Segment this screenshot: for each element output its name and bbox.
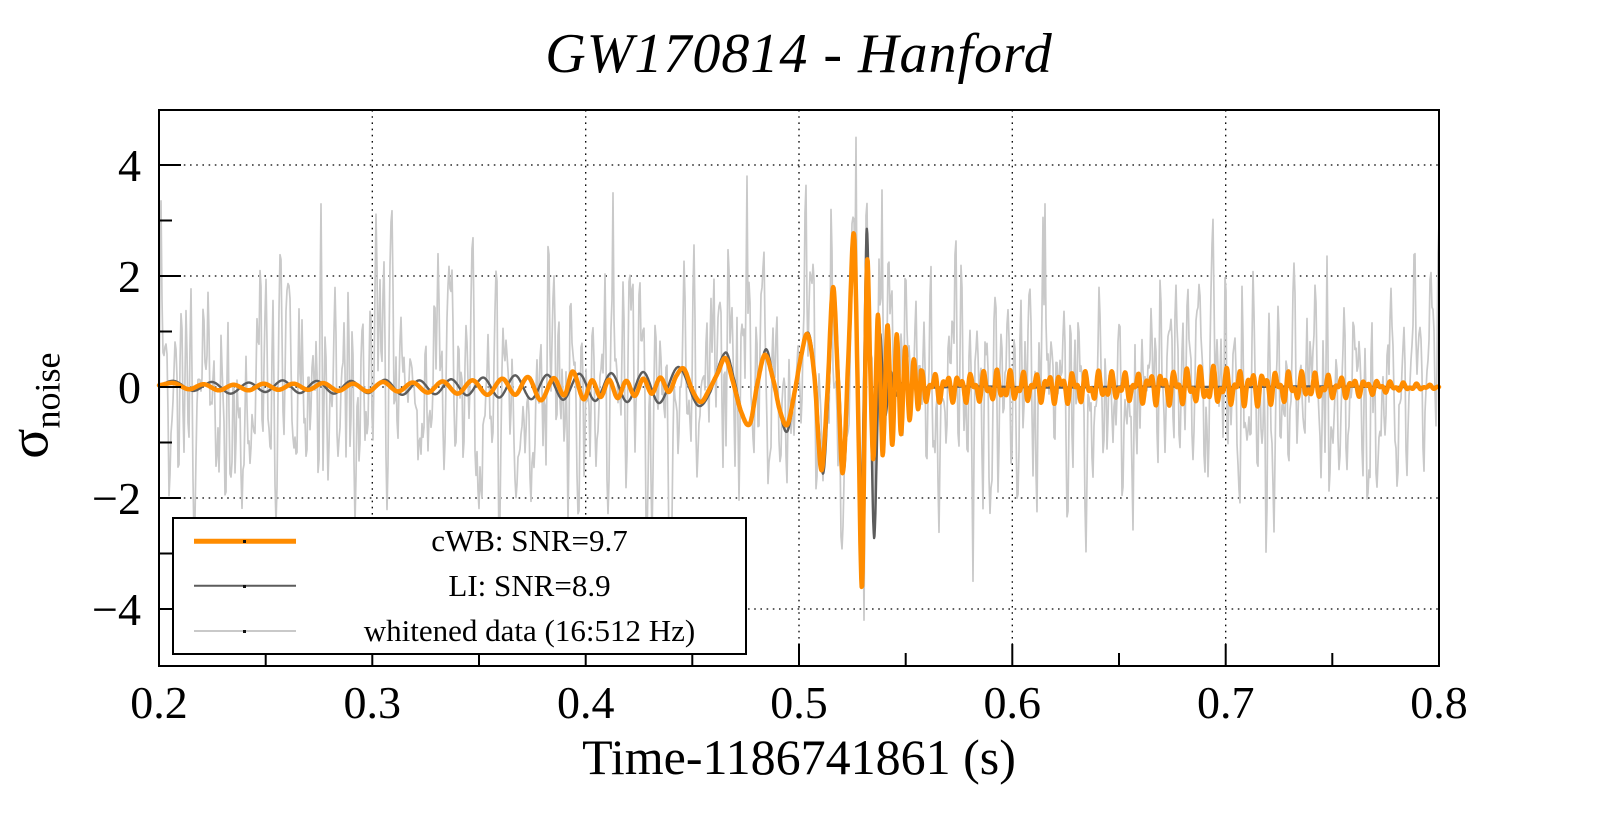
legend-marker-icon <box>243 540 246 544</box>
chart-title: GW170814 - Hanford <box>545 23 1053 85</box>
svg-text:0.7: 0.7 <box>1197 677 1255 728</box>
legend-label-li: LI: SNR=8.9 <box>448 567 611 603</box>
x-tick-labels: 0.2 0.3 0.4 0.5 0.6 0.7 0.8 <box>130 677 1468 728</box>
svg-text:0.2: 0.2 <box>130 677 188 728</box>
legend-label-cwb: cWB: SNR=9.7 <box>431 523 628 559</box>
svg-text:0: 0 <box>118 362 141 413</box>
legend-entry-cwb: cWB: SNR=9.7 <box>174 519 745 563</box>
svg-text:0.5: 0.5 <box>770 677 828 728</box>
legend-swatch-whitened-data <box>174 609 324 653</box>
cwb-series-line <box>156 231 1442 590</box>
legend-swatch-cwb <box>174 519 324 563</box>
svg-text:0.8: 0.8 <box>1410 677 1468 728</box>
svg-text:−4: −4 <box>92 584 141 635</box>
legend-marker-icon <box>243 629 246 633</box>
legend-entry-whitened-data: whitened data (16:512 Hz) <box>174 609 745 653</box>
legend-label-whitened-data: whitened data (16:512 Hz) <box>363 612 696 648</box>
y-tick-labels: −4 −2 0 2 4 <box>92 140 141 635</box>
svg-text:−2: −2 <box>92 473 141 524</box>
svg-text:0.4: 0.4 <box>557 677 615 728</box>
legend-marker-icon <box>243 584 246 588</box>
legend-entry-li: LI: SNR=8.9 <box>174 564 745 608</box>
svg-text:0.6: 0.6 <box>984 677 1042 728</box>
legend: cWB: SNR=9.7 LI: SNR=8.9 whitened data (… <box>172 517 747 655</box>
svg-text:0.3: 0.3 <box>344 677 402 728</box>
x-axis-label: Time-1186741861 (s) <box>582 729 1016 785</box>
svg-text:2: 2 <box>118 251 141 302</box>
svg-text:4: 4 <box>118 140 141 191</box>
legend-swatch-li <box>174 564 324 608</box>
